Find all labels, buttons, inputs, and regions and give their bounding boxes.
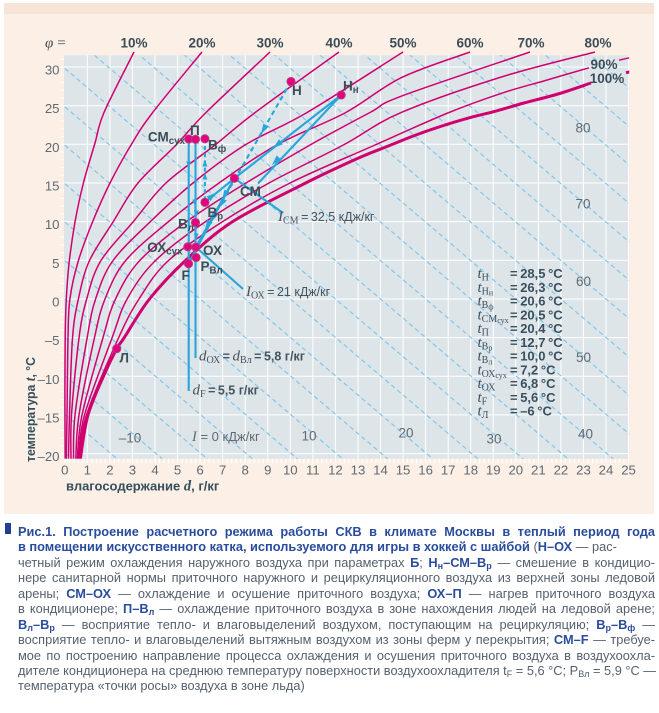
svg-text:50: 50 (576, 350, 591, 365)
svg-text:100%: 100% (590, 71, 625, 86)
svg-text:П: П (190, 123, 200, 138)
svg-text:21: 21 (531, 463, 546, 478)
svg-text:= 20,6 °С: = 20,6 °С (510, 294, 563, 309)
svg-text:= 6,8 °С: = 6,8 °С (510, 376, 556, 391)
svg-text:9: 9 (264, 463, 271, 478)
svg-text:1: 1 (84, 463, 91, 478)
svg-text:70: 70 (575, 197, 590, 212)
svg-text:15: 15 (396, 463, 411, 478)
svg-text:dF = 5,5 г/кг: dF = 5,5 г/кг (193, 383, 259, 401)
svg-text:влагосодержание d, г/кг: влагосодержание d, г/кг (66, 479, 220, 495)
svg-text:tЛ: tЛ (478, 404, 489, 422)
svg-text:СМ: СМ (240, 184, 261, 199)
svg-text:= 20,5 °С: = 20,5 °С (510, 307, 563, 322)
svg-text:25: 25 (45, 101, 60, 116)
svg-text:19: 19 (486, 463, 501, 478)
svg-text:50%: 50% (389, 36, 416, 51)
svg-text:16: 16 (418, 463, 433, 478)
svg-text:40: 40 (578, 427, 593, 442)
svg-text:5: 5 (52, 256, 59, 271)
svg-text:60%: 60% (456, 36, 483, 51)
svg-text:3: 3 (129, 463, 136, 478)
svg-text:dОХ = dВл = 5,8 г/кг: dОХ = dВл = 5,8 г/кг (199, 349, 305, 367)
svg-text:20: 20 (508, 463, 523, 478)
svg-text:30: 30 (486, 432, 501, 447)
svg-text:2: 2 (106, 463, 113, 478)
svg-text:–20: –20 (37, 449, 59, 464)
svg-text:Н: Н (292, 83, 302, 98)
svg-text:20%: 20% (188, 36, 215, 51)
svg-text:13: 13 (351, 463, 366, 478)
svg-text:17: 17 (441, 463, 456, 478)
svg-text:60: 60 (576, 274, 591, 289)
svg-text:30%: 30% (256, 36, 283, 51)
svg-text:F: F (182, 268, 190, 283)
svg-text:= 12,7 °С: = 12,7 °С (510, 335, 563, 350)
svg-text:IОХ = 21 кДж/кг: IОХ = 21 кДж/кг (245, 284, 331, 302)
svg-text:40%: 40% (325, 36, 352, 51)
svg-text:= 20,4 °С: = 20,4 °С (510, 321, 563, 336)
svg-text:80%: 80% (584, 36, 611, 51)
svg-text:5: 5 (174, 463, 181, 478)
svg-text:90%: 90% (590, 57, 617, 72)
svg-text:23: 23 (576, 463, 591, 478)
svg-text:4: 4 (151, 463, 158, 478)
svg-text:70%: 70% (517, 36, 544, 51)
svg-text:температура t, °С: температура t, °С (23, 356, 39, 462)
svg-text:25: 25 (621, 463, 636, 478)
svg-text:= 26,3 °С: = 26,3 °С (510, 280, 563, 295)
svg-text:tП: tП (478, 321, 489, 339)
svg-text:12: 12 (328, 463, 343, 478)
svg-text:80: 80 (575, 121, 590, 136)
svg-text:20: 20 (45, 140, 60, 155)
svg-text:–10: –10 (119, 431, 142, 446)
svg-text:14: 14 (373, 463, 388, 478)
svg-text:= 10,0 °С: = 10,0 °С (510, 349, 563, 364)
svg-text:tН: tН (478, 266, 489, 284)
svg-text:10%: 10% (120, 36, 147, 51)
svg-text:0: 0 (61, 463, 68, 478)
svg-text:0: 0 (52, 294, 59, 309)
svg-text:22: 22 (554, 463, 569, 478)
svg-text:tF: tF (478, 390, 488, 408)
svg-text:24: 24 (599, 463, 614, 478)
svg-text:ОХ: ОХ (203, 243, 222, 258)
svg-text:18: 18 (463, 463, 478, 478)
svg-text:7: 7 (219, 463, 226, 478)
svg-text:–5: –5 (45, 333, 60, 348)
svg-text:10: 10 (45, 217, 60, 232)
svg-text:= –6 °С: = –6 °С (510, 404, 552, 419)
svg-text:φ =: φ = (45, 36, 66, 52)
svg-text:20: 20 (398, 426, 413, 441)
svg-text:11: 11 (306, 463, 320, 478)
svg-text:–10: –10 (37, 372, 59, 387)
svg-text:= 28,5 °С: = 28,5 °С (510, 266, 563, 281)
svg-text:10: 10 (283, 463, 298, 478)
svg-text:= 5,6 °С: = 5,6 °С (510, 390, 556, 405)
svg-text:Л: Л (120, 351, 129, 366)
svg-text:IСМ = 32,5 кДж/кг: IСМ = 32,5 кДж/кг (277, 209, 375, 227)
svg-text:6: 6 (196, 463, 203, 478)
svg-text:15: 15 (45, 178, 60, 193)
svg-text:8: 8 (242, 463, 249, 478)
svg-text:30: 30 (45, 63, 60, 78)
svg-text:–15: –15 (37, 410, 59, 425)
svg-text:I = 0 кДж/кг: I = 0 кДж/кг (191, 429, 260, 445)
svg-text:10: 10 (301, 429, 316, 444)
svg-text:= 7,2 °С: = 7,2 °С (510, 362, 556, 377)
